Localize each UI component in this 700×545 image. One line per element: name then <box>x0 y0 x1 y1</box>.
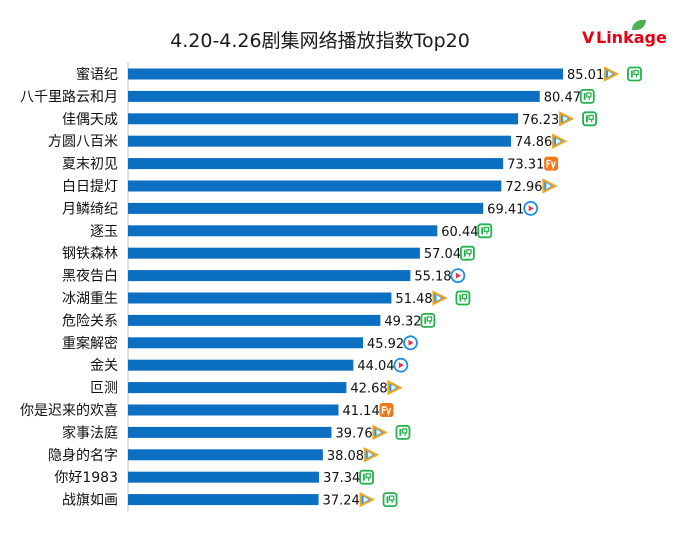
bar <box>128 494 319 506</box>
bar <box>128 426 332 438</box>
category-label: 逐玉 <box>90 224 118 240</box>
youku-icon <box>523 200 539 216</box>
chart-title: 4.20-4.26剧集网络播放指数Top20 <box>170 30 470 52</box>
bar <box>128 449 323 461</box>
bar <box>128 90 540 102</box>
youku-icon <box>403 335 418 351</box>
mango-tv-icon <box>544 156 559 171</box>
value-label: 45.92 <box>367 337 404 352</box>
category-label: 金关 <box>90 358 118 374</box>
logo-letter-v: V <box>582 28 595 47</box>
bar <box>128 337 363 349</box>
category-label: 佳偶天成 <box>62 112 118 128</box>
value-label: 42.68 <box>350 382 387 397</box>
tencent-video-icon <box>387 379 403 396</box>
bar <box>128 382 347 394</box>
value-label: 69.41 <box>487 202 524 217</box>
logo-text: Linkage <box>596 28 667 47</box>
iqiyi-icon <box>382 492 398 508</box>
bar <box>128 314 381 326</box>
value-label: 37.34 <box>323 471 360 486</box>
bar <box>128 68 563 80</box>
value-label: 72.96 <box>505 180 542 195</box>
bar <box>128 404 339 416</box>
bar <box>128 359 354 371</box>
category-label: 月鳞绮纪 <box>62 201 118 217</box>
category-label: 你是迟来的欢喜 <box>20 403 118 419</box>
iqiyi-icon <box>579 89 595 104</box>
youku-icon <box>450 268 466 284</box>
iqiyi-icon <box>582 111 597 127</box>
category-label: 白日提灯 <box>62 179 118 195</box>
bar <box>128 270 411 282</box>
category-label: 钢铁森林 <box>62 246 118 262</box>
tencent-video-icon <box>359 491 375 508</box>
category-label: 黑夜告白 <box>62 269 118 285</box>
value-label: 57.04 <box>424 247 461 262</box>
value-label: 80.47 <box>544 90 581 105</box>
category-label: 叵测 <box>90 381 118 397</box>
category-label: 夏末初见 <box>62 156 118 173</box>
bar <box>128 158 504 170</box>
category-label: 方圆八百米 <box>48 134 118 150</box>
category-label: 重案解密 <box>62 335 118 352</box>
youku-icon <box>393 357 409 373</box>
category-label: 战旗如画 <box>62 493 118 509</box>
category-label: 蜜语纪 <box>76 67 118 83</box>
bar <box>128 292 392 304</box>
value-label: 74.86 <box>515 135 552 150</box>
value-label: 49.32 <box>384 314 421 329</box>
value-label: 38.08 <box>327 449 364 464</box>
tencent-video-icon <box>604 66 620 82</box>
value-label: 37.24 <box>323 494 360 509</box>
tencent-video-icon <box>542 178 558 194</box>
value-label: 85.01 <box>567 68 604 83</box>
bar <box>128 247 420 259</box>
bar <box>128 202 484 214</box>
category-label: 危险关系 <box>62 313 118 329</box>
value-label: 60.44 <box>441 225 478 240</box>
bar <box>128 135 512 147</box>
vlinkage-logo: V Linkage <box>582 20 692 50</box>
iqiyi-icon <box>455 290 471 306</box>
iqiyi-icon <box>420 312 436 328</box>
value-label: 51.48 <box>395 292 432 307</box>
value-label: 73.31 <box>507 158 544 173</box>
mango-tv-icon <box>379 403 394 417</box>
value-label: 44.04 <box>357 359 394 374</box>
value-label: 39.76 <box>335 426 372 441</box>
bar <box>128 225 438 237</box>
logo-leaf-icon <box>632 20 646 30</box>
iqiyi-icon <box>359 469 374 485</box>
category-label: 家事法庭 <box>62 424 118 441</box>
category-label: 隐身的名字 <box>48 448 118 464</box>
value-label: 41.14 <box>343 404 380 419</box>
bar <box>128 471 320 483</box>
tencent-video-icon <box>432 290 448 306</box>
iqiyi-icon <box>477 223 493 239</box>
category-label: 八千里路云和月 <box>20 89 118 105</box>
iqiyi-icon <box>459 245 475 261</box>
tencent-video-icon <box>552 133 568 149</box>
tencent-video-icon <box>363 447 380 463</box>
category-label: 冰湖重生 <box>62 291 118 307</box>
value-label: 55.18 <box>414 270 451 285</box>
iqiyi-icon <box>627 66 642 82</box>
tencent-video-icon <box>559 111 575 127</box>
value-label: 76.23 <box>522 113 559 128</box>
bar <box>128 180 502 192</box>
tencent-video-icon <box>372 424 388 441</box>
category-label: 你好1983 <box>54 470 118 486</box>
bar <box>128 113 519 125</box>
iqiyi-icon <box>395 424 411 440</box>
